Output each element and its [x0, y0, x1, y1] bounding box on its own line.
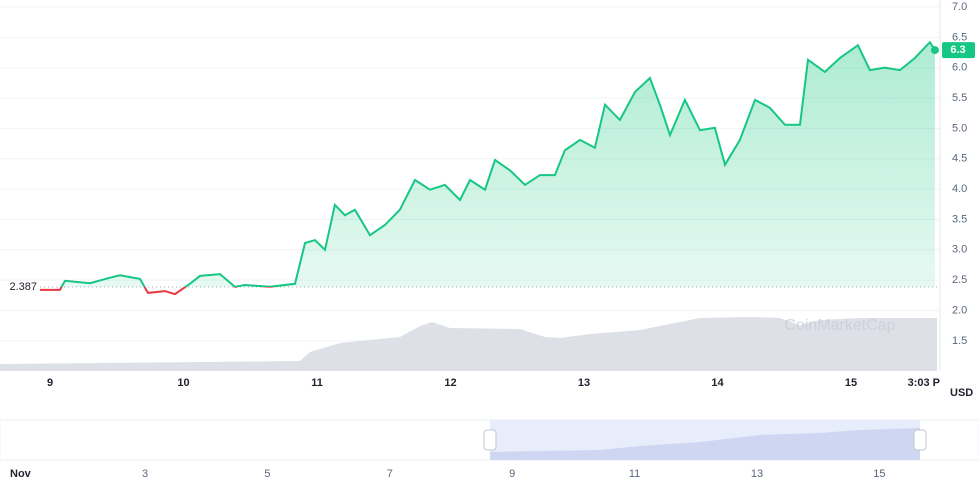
y-tick-label: 7.0 — [952, 1, 967, 13]
price-line — [60, 40, 936, 288]
navigator-label: 13 — [751, 468, 763, 480]
y-tick-label: 3.5 — [952, 213, 967, 225]
x-tick-label: 15 — [845, 377, 857, 389]
navigator-label: 5 — [264, 468, 270, 480]
y-tick-label: 5.5 — [952, 92, 967, 104]
x-tick-label: 13 — [578, 377, 590, 389]
x-tick-label: 10 — [177, 377, 189, 389]
y-tick-label: 3.0 — [952, 244, 967, 256]
reference-label: 2.387 — [9, 281, 37, 293]
x-tick-label: 3:03 P — [908, 377, 940, 389]
y-tick-label: 2.0 — [952, 304, 967, 316]
x-tick-label: 14 — [711, 377, 724, 389]
navigator-label: Nov — [10, 468, 32, 480]
x-tick-label: 11 — [311, 377, 323, 389]
current-dot — [930, 46, 939, 55]
y-tick-label: 6.0 — [952, 62, 967, 74]
y-tick-label: 1.5 — [952, 335, 967, 347]
y-tick-label: 5.0 — [952, 122, 967, 134]
y-tick-label: 4.5 — [952, 153, 967, 165]
navigator-label: 11 — [629, 468, 640, 480]
unit-label: USD — [950, 387, 973, 399]
price-badge-label: 6.3 — [950, 44, 965, 56]
y-tick-label: 4.0 — [952, 183, 967, 195]
navigator-handle[interactable] — [913, 429, 927, 451]
area-fill — [61, 42, 935, 288]
y-tick-label: 6.5 — [952, 31, 967, 43]
price-badge — [942, 42, 975, 59]
x-tick-label: 9 — [47, 377, 53, 389]
watermark: CoinMarketCap — [784, 317, 895, 334]
navigator-label: 15 — [873, 468, 885, 480]
navigator-area — [490, 428, 920, 460]
navigator-label: 9 — [509, 468, 515, 480]
y-tick-label: 2.5 — [952, 274, 967, 286]
x-tick-label: 12 — [444, 377, 456, 389]
navigator-label: 3 — [142, 468, 148, 480]
volume — [0, 317, 937, 371]
navigator-label: 7 — [387, 468, 393, 480]
navigator-handle[interactable] — [483, 429, 497, 451]
